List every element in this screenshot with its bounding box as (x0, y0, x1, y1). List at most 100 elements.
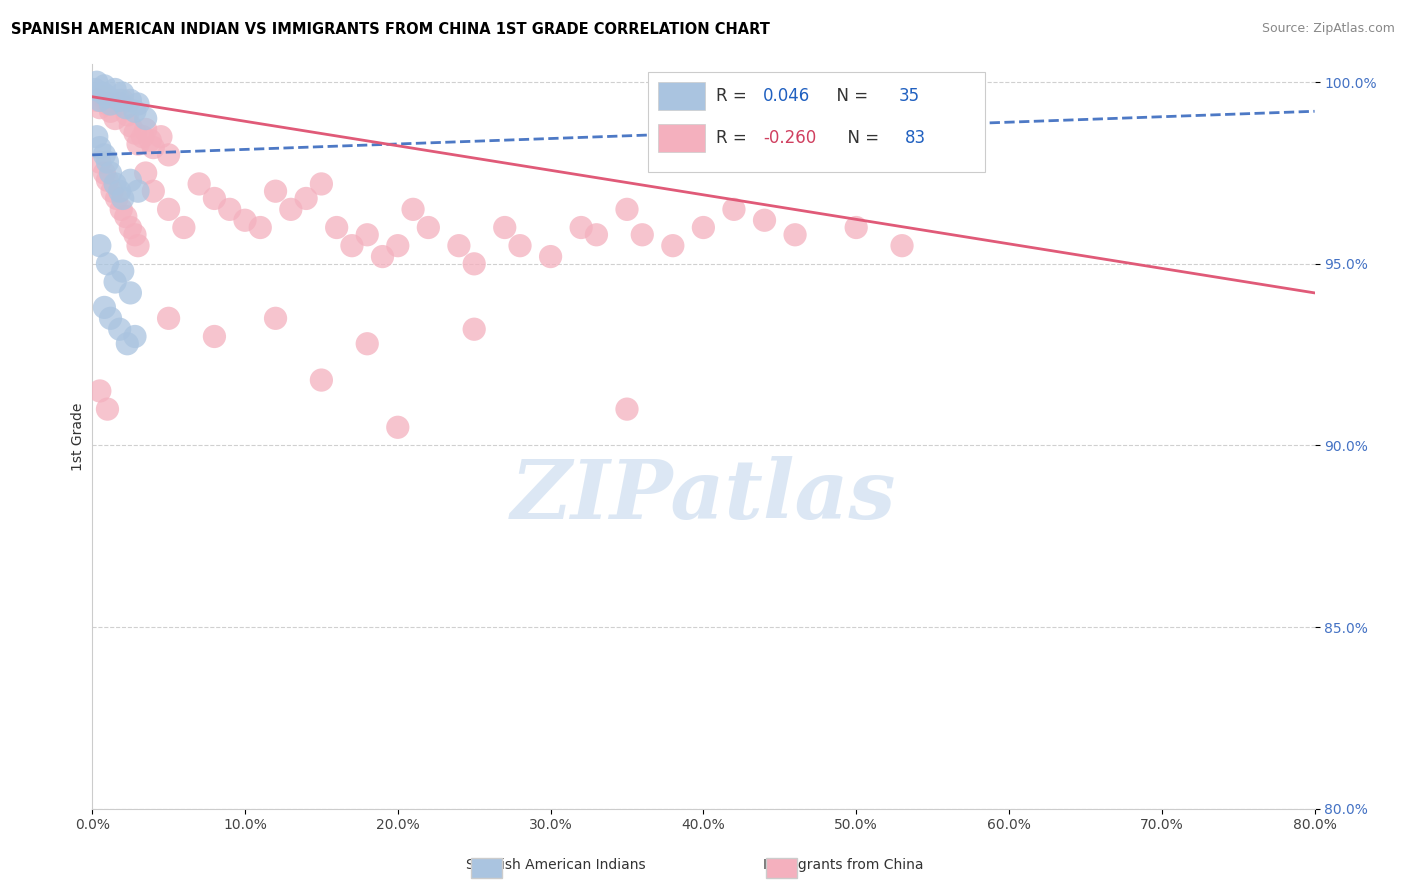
Point (127, 136, 149, 151)
Point (93, 78, 115, 93)
Point (100, 97, 122, 112)
Point (89, 140, 111, 154)
Point (127, 184, 149, 198)
Point (371, 250, 394, 264)
Point (120, 220, 142, 235)
Point (110, 202, 132, 217)
Point (204, 191, 226, 205)
Point (233, 213, 256, 227)
Point (157, 148, 180, 162)
Point (142, 184, 165, 198)
Point (616, 402, 638, 417)
Text: -0.260: -0.260 (763, 128, 817, 147)
FancyBboxPatch shape (648, 71, 984, 172)
Point (96, 97, 118, 112)
Point (91, 86, 114, 100)
Point (108, 184, 131, 198)
Point (402, 202, 425, 217)
Y-axis label: 1st Grade: 1st Grade (72, 402, 86, 471)
Point (91, 89, 114, 103)
Point (89, 155, 111, 169)
Point (188, 177, 211, 191)
Point (356, 227, 378, 242)
Point (104, 275, 127, 289)
Point (104, 82, 127, 96)
Point (723, 202, 745, 217)
Point (311, 373, 333, 387)
Point (135, 166, 157, 180)
Point (89, 384, 111, 398)
Point (104, 177, 127, 191)
Point (754, 213, 776, 227)
Point (89, 94, 111, 108)
Point (845, 220, 868, 235)
FancyBboxPatch shape (658, 124, 704, 152)
Point (111, 264, 134, 278)
Point (111, 94, 134, 108)
Point (463, 257, 485, 271)
Text: 0.046: 0.046 (763, 87, 810, 105)
Point (84, 82, 107, 96)
Point (100, 311, 122, 326)
Point (447, 238, 470, 252)
Point (325, 220, 347, 235)
Point (120, 94, 142, 108)
Point (96, 402, 118, 417)
Point (93, 166, 115, 180)
Text: Source: ZipAtlas.com: Source: ZipAtlas.com (1261, 22, 1395, 36)
Point (891, 238, 914, 252)
Point (89, 238, 111, 252)
Point (111, 191, 134, 205)
Point (96, 173, 118, 187)
Point (120, 119, 142, 133)
Point (692, 220, 714, 235)
Point (114, 101, 136, 115)
Point (662, 238, 685, 252)
Point (139, 133, 162, 147)
Point (131, 129, 153, 144)
Point (135, 112, 157, 126)
Point (124, 329, 146, 343)
FancyBboxPatch shape (658, 82, 704, 111)
Point (585, 227, 607, 242)
Point (340, 238, 363, 252)
Point (157, 311, 180, 326)
Point (280, 202, 302, 217)
Point (173, 220, 195, 235)
Point (295, 191, 318, 205)
Text: Spanish American Indians: Spanish American Indians (465, 858, 645, 872)
Point (127, 238, 149, 252)
Point (311, 177, 333, 191)
Text: Immigrants from China: Immigrants from China (763, 858, 924, 872)
Point (96, 257, 118, 271)
Text: N =: N = (825, 87, 873, 105)
Point (418, 220, 440, 235)
Point (264, 184, 287, 198)
Point (218, 202, 240, 217)
Text: R =: R = (716, 128, 752, 147)
Point (89, 101, 111, 115)
Point (387, 238, 409, 252)
Point (93, 148, 115, 162)
Point (783, 227, 806, 242)
Point (463, 322, 485, 336)
Point (387, 420, 409, 434)
Point (264, 311, 287, 326)
Point (124, 104, 146, 119)
Point (631, 227, 654, 242)
Point (93, 301, 115, 315)
Text: N =: N = (837, 128, 884, 147)
Point (108, 97, 131, 112)
Point (96, 155, 118, 169)
Point (249, 220, 271, 235)
Point (101, 184, 124, 198)
Point (120, 173, 142, 187)
Point (117, 108, 139, 122)
Point (356, 336, 378, 351)
Point (494, 220, 516, 235)
Point (104, 112, 127, 126)
Point (124, 227, 146, 242)
Point (100, 166, 122, 180)
Point (204, 329, 226, 343)
Point (616, 202, 638, 217)
